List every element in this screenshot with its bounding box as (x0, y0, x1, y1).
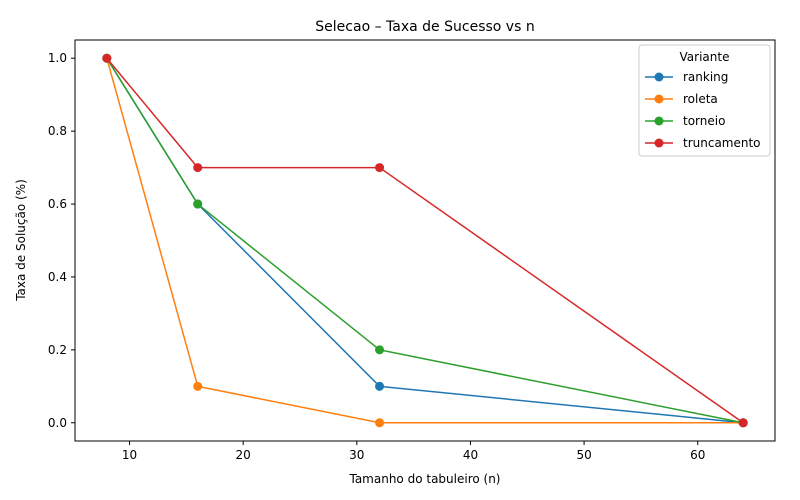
y-axis-label: Taxa de Solução (%) (14, 179, 28, 302)
x-tick-label: 40 (463, 448, 478, 462)
series-line-torneio (106, 57, 744, 424)
series-line-roleta (106, 58, 744, 424)
x-axis-label: Tamanho do tabuleiro (n) (348, 472, 500, 486)
y-tick-label: 0.6 (48, 197, 67, 211)
y-tick-label: 0.8 (48, 124, 67, 138)
y-tick-label: 0.0 (48, 416, 67, 430)
legend-label-torneio: torneio (683, 114, 725, 128)
data-point-truncamento (193, 163, 203, 173)
data-point-truncamento (375, 163, 385, 173)
legend-box (638, 44, 771, 157)
series-line-truncamento (106, 57, 744, 424)
plot-area: 10 20 30 40 50 60 0.0 0.2 0.4 0.6 0.8 1.0 (48, 39, 776, 462)
legend-marker-truncamento (654, 138, 664, 148)
x-tick-label: 30 (349, 448, 364, 462)
x-tick-label: 50 (576, 448, 591, 462)
data-point-ranking (375, 381, 385, 391)
data-point-roleta (375, 418, 385, 428)
legend-label-roleta: roleta (683, 92, 718, 106)
data-point-roleta (193, 381, 203, 391)
data-point-truncamento (102, 53, 112, 63)
legend-marker-torneio (654, 116, 664, 126)
x-tick-label: 10 (122, 448, 137, 462)
axes-frame (74, 39, 776, 442)
legend-marker-roleta (654, 94, 664, 104)
y-tick-label: 0.2 (48, 343, 67, 357)
legend-marker-ranking (654, 72, 664, 82)
legend-title: Variante (680, 50, 730, 64)
data-point-torneio (375, 345, 385, 355)
legend-label-ranking: ranking (683, 70, 728, 84)
data-point-truncamento (738, 418, 748, 428)
data-point-torneio (193, 199, 203, 209)
legend: Variante ranking roleta torneio truncamento (638, 44, 771, 157)
y-tick-label: 0.4 (48, 270, 67, 284)
legend-label-truncamento: truncamento (683, 136, 761, 150)
y-tick-label: 1.0 (48, 51, 67, 65)
chart-title: Selecao – Taxa de Sucesso vs n (315, 19, 534, 35)
x-tick-label: 60 (690, 448, 705, 462)
x-tick-label: 20 (236, 448, 251, 462)
